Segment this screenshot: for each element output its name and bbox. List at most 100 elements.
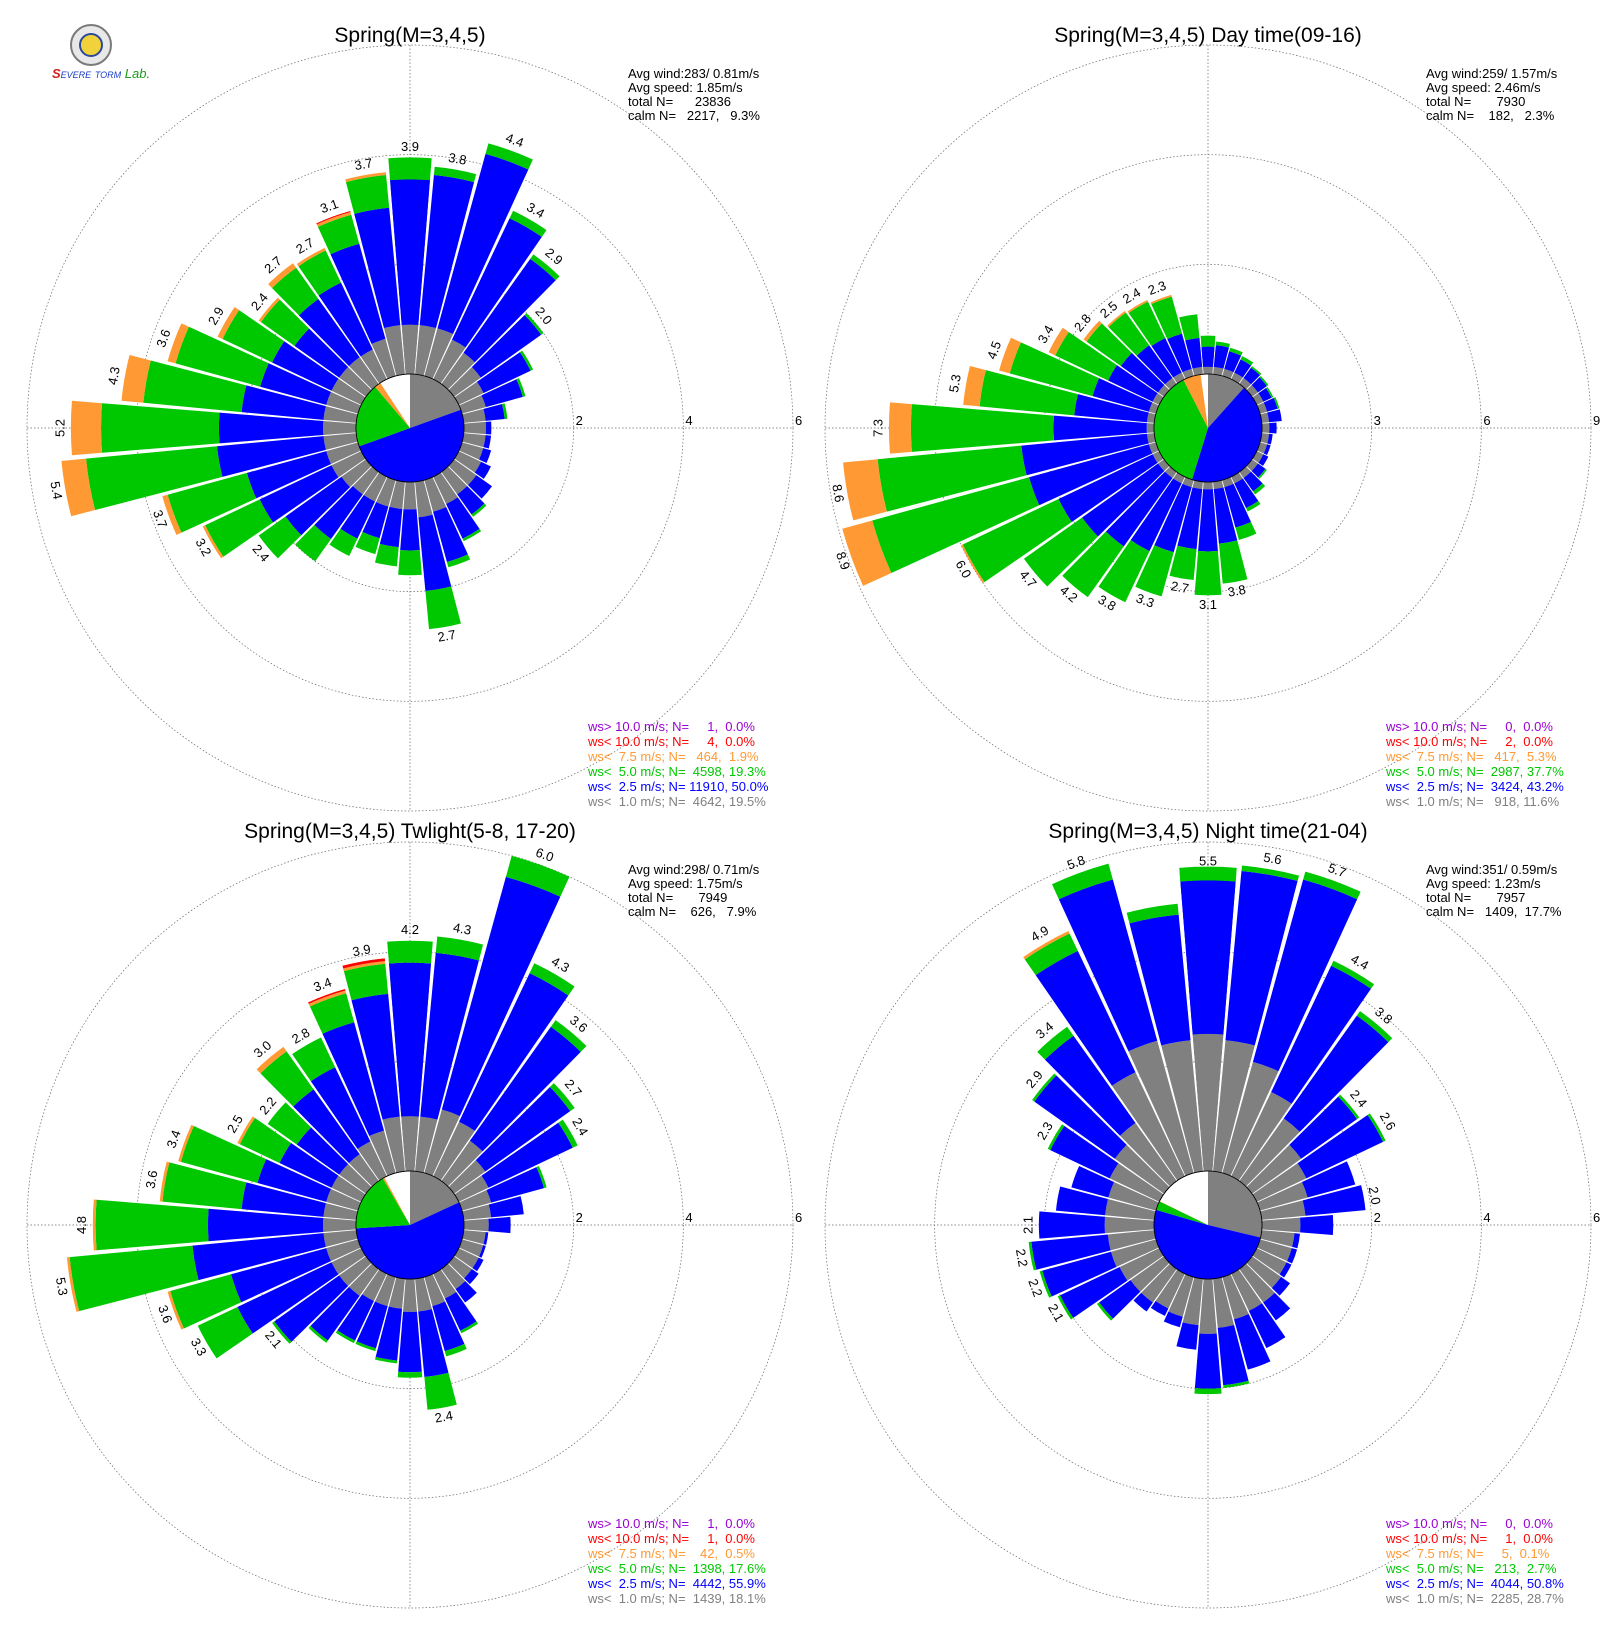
- bar-segment: [180, 1126, 267, 1183]
- bar-segment: [1164, 466, 1177, 478]
- bar-segment: [1225, 870, 1298, 1046]
- bar-segment: [509, 210, 547, 237]
- legend-entry: ws< 10.0 m/s; N= 1, 0.0%: [587, 1531, 755, 1546]
- bar-segment: [877, 445, 1027, 512]
- bar-segment: [1151, 337, 1182, 378]
- bar-segment: [1253, 483, 1266, 495]
- pie-slice: [356, 1178, 410, 1229]
- legend-entry: ws< 5.0 m/s; N= 1398, 17.6%: [587, 1561, 766, 1576]
- chart-title: Spring(M=3,4,5) Day time(09-16): [1054, 24, 1362, 47]
- bar-segment: [435, 936, 484, 961]
- bar-total-label: 2.7: [436, 627, 456, 645]
- bar-segment: [1037, 1026, 1074, 1060]
- bar-segment: [1194, 1333, 1222, 1389]
- bar-total-label: 2.4: [1120, 285, 1143, 307]
- bar-segment: [1152, 393, 1164, 405]
- bar-segment: [374, 543, 399, 567]
- bar-segment: [1192, 1033, 1224, 1172]
- bar-segment: [1009, 342, 1100, 397]
- bar-segment: [292, 1037, 336, 1082]
- bar-segment: [961, 544, 985, 584]
- pie-slice: [356, 1202, 464, 1280]
- bar-segment: [536, 1165, 547, 1189]
- bar-segment: [1146, 423, 1155, 433]
- bar-segment: [481, 379, 523, 408]
- bar-segment: [167, 472, 257, 533]
- bar-segment: [1161, 1040, 1203, 1173]
- legend-entry: ws< 10.0 m/s; N= 1, 0.0%: [1385, 1531, 1553, 1546]
- bar-segment: [433, 166, 477, 183]
- bar-segment: [1297, 1114, 1384, 1179]
- bar-segment: [317, 214, 360, 255]
- bar-segment: [1119, 1248, 1164, 1281]
- bar-segment: [477, 352, 531, 394]
- bar-segment: [1240, 356, 1254, 366]
- bar-total-label: 3.4: [1035, 323, 1057, 346]
- stats-line: Avg speed: 1.85m/s: [628, 80, 743, 95]
- bar-segment: [1051, 863, 1113, 900]
- bar-segment: [1151, 296, 1183, 340]
- bar-segment: [345, 174, 390, 214]
- bar-segment: [258, 516, 302, 559]
- calm-pie: [1153, 1170, 1263, 1280]
- bar-total-label: 2.9: [205, 304, 227, 327]
- bar-segment: [1104, 1216, 1155, 1234]
- bar-segment: [1258, 468, 1267, 479]
- bar-segment: [1032, 1073, 1057, 1102]
- stats-line: Avg wind:351/ 0.59m/s: [1426, 862, 1558, 877]
- bar-segment: [549, 1083, 575, 1112]
- bar-segment: [1185, 337, 1203, 369]
- stats-line: total N= 7930: [1426, 94, 1525, 109]
- bar-total-label: 3.3: [1134, 590, 1156, 610]
- bar-segment: [362, 502, 389, 539]
- bar-segment: [401, 1116, 419, 1172]
- bar-segment: [351, 993, 400, 1120]
- bar-segment: [502, 403, 508, 420]
- bar-segment: [1263, 397, 1278, 412]
- bar-segment: [962, 498, 1072, 583]
- bar-segment: [472, 1257, 484, 1272]
- bar-segment: [454, 451, 482, 473]
- bar-segment: [455, 1281, 477, 1303]
- bar-segment: [374, 1274, 396, 1307]
- bar-segment: [1252, 1163, 1307, 1202]
- bar-segment: [1302, 1185, 1366, 1216]
- bar-segment: [383, 325, 405, 376]
- speed-legend: ws> 10.0 m/s; N= 0, 0.0%ws< 10.0 m/s; N=…: [1385, 719, 1564, 809]
- bar-segment: [1300, 1214, 1334, 1236]
- bar-segment: [1222, 1274, 1249, 1320]
- bar-segment: [70, 400, 103, 456]
- bar-segment: [999, 337, 1021, 374]
- bar-segment: [1263, 444, 1271, 456]
- bar-segment: [425, 586, 461, 630]
- bar-segment: [444, 1343, 467, 1357]
- chart-title: Spring(M=3,4,5) Night time(21-04): [1048, 820, 1367, 843]
- bar-segment: [1179, 866, 1237, 882]
- bar-segment: [92, 1199, 97, 1251]
- ring-label: 6: [1483, 413, 1490, 428]
- bar-total-label: 3.4: [311, 974, 333, 994]
- bar-segment: [446, 554, 471, 568]
- bar-total-label: 3.8: [447, 150, 467, 168]
- bar-segment: [1192, 480, 1203, 490]
- bar-segment: [1260, 1200, 1306, 1220]
- bar-segment: [441, 1140, 483, 1187]
- ring-label: 2: [1374, 1210, 1381, 1225]
- bar-segment: [260, 299, 310, 346]
- bar-total-label: 8.9: [833, 550, 853, 572]
- bar-total-label: 6.0: [534, 845, 556, 865]
- bar-segment: [1023, 931, 1070, 960]
- bar-segment: [1130, 1256, 1170, 1292]
- bar-segment: [348, 1263, 379, 1296]
- bar-segment: [397, 1371, 423, 1378]
- bar-segment: [1047, 1124, 1065, 1151]
- wind-rose-panel-3: Spring(M=3,4,5) Twlight(5-8, 17-20) 2 4 6 3.…: [26, 820, 802, 1609]
- bar-segment: [1303, 871, 1361, 900]
- bar-segment: [295, 525, 332, 562]
- bar-segment: [387, 940, 433, 964]
- pie-slice: [1208, 374, 1244, 428]
- bar-segment: [1111, 1072, 1185, 1181]
- bar-segment: [462, 528, 482, 542]
- bar-segment: [1265, 386, 1274, 398]
- bar-total-label: 2.2: [1013, 1248, 1031, 1268]
